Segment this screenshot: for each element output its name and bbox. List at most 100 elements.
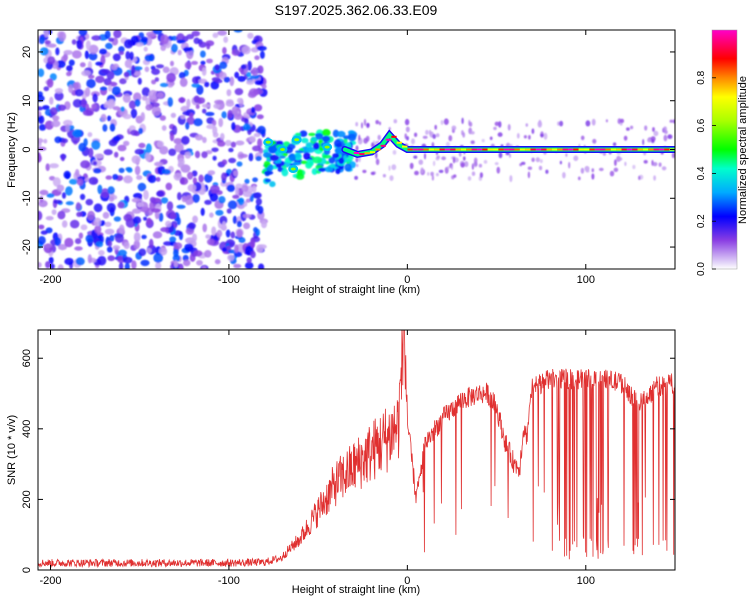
spectrogram-cell bbox=[100, 188, 110, 198]
spectrogram-cell bbox=[44, 30, 49, 38]
spectrogram-cell bbox=[118, 167, 125, 174]
y-tick-label: 0 bbox=[21, 146, 33, 152]
spectrogram-cell bbox=[107, 240, 113, 247]
spectrogram-cell bbox=[436, 155, 441, 159]
spectrogram-cell bbox=[56, 184, 65, 192]
spectrogram-cell bbox=[344, 163, 352, 172]
spectrogram-cell bbox=[355, 145, 359, 151]
spectrogram-cell bbox=[420, 167, 424, 174]
spectrogram-cell bbox=[180, 114, 186, 120]
spectrogram-cell bbox=[223, 76, 231, 83]
spectrogram-cell bbox=[257, 125, 266, 135]
spectrogram-cell bbox=[226, 184, 236, 192]
spectrogram-cell bbox=[223, 36, 229, 43]
spectrogram-cell bbox=[61, 192, 67, 199]
spectrogram-cell bbox=[138, 127, 144, 135]
spectrogram-cell bbox=[209, 212, 214, 218]
spectrogram-cell bbox=[246, 71, 252, 78]
spectrogram-cell bbox=[653, 175, 656, 181]
y-tick-label: -10 bbox=[21, 190, 33, 206]
spectrogram-cell bbox=[66, 65, 73, 72]
spectrogram-cell bbox=[509, 175, 513, 183]
spectrogram-cell bbox=[305, 162, 313, 169]
spectrogram-cell bbox=[159, 115, 166, 121]
spectrogram-cell bbox=[134, 71, 142, 76]
spectrogram-cell bbox=[187, 171, 194, 180]
spectrogram-cell bbox=[195, 134, 203, 141]
spectrogram-cell bbox=[69, 178, 78, 185]
spectrogram-cell bbox=[97, 184, 103, 195]
spectrogram-cell bbox=[192, 177, 197, 185]
spectrogram-cell bbox=[269, 181, 276, 188]
spectrogram-cell bbox=[226, 208, 232, 214]
spectrogram-cell bbox=[141, 36, 149, 43]
spectrogram-cell bbox=[206, 42, 211, 50]
spectrogram-cell bbox=[251, 106, 256, 114]
spectrogram-cell bbox=[134, 148, 145, 155]
spectrogram-cell bbox=[179, 77, 188, 87]
spectrogram-cell bbox=[76, 211, 83, 217]
spectrogram-cell bbox=[42, 105, 50, 110]
spectrogram-cell bbox=[194, 150, 201, 159]
spectrogram-cell bbox=[363, 137, 368, 144]
spectrogram-cell bbox=[107, 186, 115, 195]
spectrogram-cell bbox=[212, 132, 219, 138]
spectrogram-cell bbox=[192, 233, 197, 242]
snr-series-line bbox=[38, 330, 675, 569]
spectrogram-cell bbox=[377, 134, 381, 141]
spectrogram-cell bbox=[471, 171, 476, 176]
spectrogram-cell bbox=[85, 198, 94, 206]
snr-y-label: SNR (10 * v/v) bbox=[6, 415, 18, 485]
spectrogram-cell bbox=[173, 230, 182, 236]
spectrogram-cell bbox=[38, 224, 45, 230]
spectrogram-cell bbox=[39, 47, 49, 56]
spectrogram-cell bbox=[148, 238, 154, 249]
spectrogram-cell bbox=[336, 130, 346, 138]
spectrogram-cell bbox=[160, 227, 170, 233]
spectrogram-cell bbox=[461, 117, 464, 125]
spectrogram-cell bbox=[414, 170, 419, 176]
spectrogram-cell bbox=[254, 104, 263, 112]
spectrogram-cell bbox=[154, 161, 164, 167]
spectrogram-cell bbox=[463, 156, 466, 161]
spectrogram-cell bbox=[243, 222, 251, 230]
spectrogram-cell bbox=[236, 161, 243, 167]
x-tick-label: 100 bbox=[577, 274, 595, 286]
spectrogram-cell bbox=[638, 175, 641, 181]
spectrogram-cell bbox=[191, 60, 198, 65]
spectrogram-cell bbox=[230, 231, 236, 239]
colorbar-tick-label: 0.8 bbox=[696, 70, 707, 84]
colorbar-ticks: 0.0 0.2 0.4 0.6 0.8 bbox=[696, 70, 716, 276]
spectrogram-cell bbox=[614, 159, 617, 167]
spectrogram-cell bbox=[133, 232, 141, 242]
spectrogram-cell bbox=[308, 132, 316, 137]
spectrogram-cell bbox=[177, 49, 182, 56]
spectrogram-cell bbox=[51, 120, 61, 128]
spectrogram-cell bbox=[291, 161, 301, 166]
spectrogram-cell bbox=[228, 147, 234, 153]
spectrogram-cell bbox=[366, 123, 370, 127]
spectrogram-cell bbox=[468, 121, 473, 127]
spectrogram-cell bbox=[202, 223, 207, 233]
spectrogram-cell bbox=[169, 131, 175, 142]
spectrogram-cell bbox=[54, 88, 64, 94]
spectrogram-cell bbox=[143, 189, 149, 200]
spectrogram-cell bbox=[355, 122, 359, 127]
x-tick-label: -200 bbox=[39, 575, 61, 587]
spectrogram-cell bbox=[264, 178, 271, 183]
spectrogram-cell bbox=[172, 254, 181, 262]
spectrogram-cell bbox=[321, 135, 331, 142]
spectrogram-cell bbox=[204, 173, 213, 183]
spectrogram-cell bbox=[84, 50, 89, 60]
spectrogram-cell bbox=[159, 145, 169, 155]
spectrogram-cell bbox=[156, 92, 164, 99]
snr-panel: -200 -100 0 100 0 200 400 600 Height of straig… bbox=[6, 329, 676, 596]
spectrogram-cell bbox=[72, 129, 82, 138]
spectrogram-cell bbox=[448, 135, 453, 142]
spectrogram-cell bbox=[261, 84, 267, 89]
spectrogram-cell bbox=[227, 109, 233, 119]
spectrogram-cell bbox=[184, 61, 192, 69]
spectrogram-cell bbox=[178, 97, 186, 103]
spectrogram-cell bbox=[81, 70, 91, 77]
spectrogram-cell bbox=[52, 115, 60, 121]
